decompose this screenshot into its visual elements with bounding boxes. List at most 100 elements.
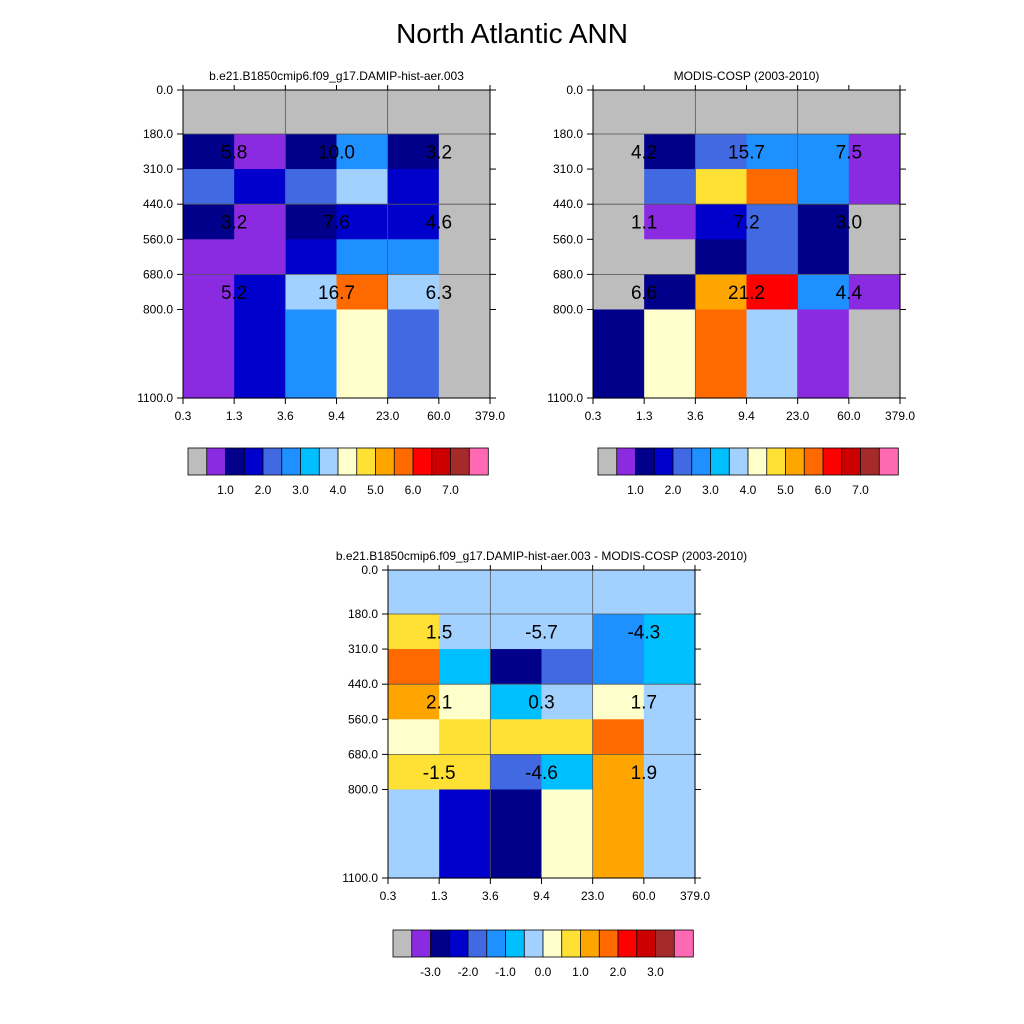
- diff-colorbar-swatch: [580, 929, 600, 958]
- diff-cell-r4-c2: [490, 719, 543, 755]
- model-cell-r6-c0: [183, 309, 235, 399]
- obs-cell-r4-c1: [644, 239, 696, 275]
- model-cell-r3-c2: [285, 204, 338, 240]
- model-cell-value-label: 7.6: [323, 213, 349, 234]
- diff-cell-r4-c4: [592, 719, 645, 755]
- model-x-tick-label: 9.4: [328, 409, 345, 423]
- obs-cell-r6-c0: [593, 309, 645, 399]
- diff-cell-r6-c5: [643, 789, 696, 879]
- model-x-tick-label: 3.6: [277, 409, 294, 423]
- model-colorbar-swatch: [187, 447, 208, 476]
- obs-cell-r3-c5: [848, 204, 901, 240]
- obs-colorbar-label: 2.0: [665, 483, 682, 497]
- obs-cell-r6-c2: [695, 309, 748, 399]
- diff-x-tick-label: 60.0: [632, 889, 656, 903]
- model-cell-r4-c3: [336, 239, 389, 275]
- diff-y-tick-label: 680.0: [348, 747, 378, 761]
- diff-cell-r0-c5: [643, 570, 696, 615]
- model-y-tick-label: 680.0: [143, 267, 173, 281]
- obs-colorbar: 1.0 2.0 3.0 4.0 5.0 6.0 7.0: [597, 447, 899, 497]
- model-subplot-title: b.e21.B1850cmip6.f09_g17.DAMIP-hist-aer.…: [209, 69, 464, 83]
- model-colorbar-swatch: [393, 447, 414, 476]
- obs-cell-r5-c4: [797, 274, 850, 311]
- model-cell-r4-c5: [438, 239, 491, 275]
- diff-colorbar-swatch: [673, 929, 694, 958]
- diff-cell-r0-c2: [490, 570, 543, 615]
- obs-cell-r1-c2: [695, 133, 748, 170]
- obs-cell-r1-c4: [797, 133, 850, 170]
- obs-cell-r3-c4: [797, 204, 850, 240]
- diff-cell-r1-c0: [388, 613, 440, 650]
- obs-colorbar-swatch: [597, 447, 618, 476]
- obs-cell-r4-c0: [593, 239, 645, 275]
- diff-colorbar-swatch: [411, 929, 432, 958]
- model-cell-r5-c5: [438, 274, 491, 311]
- model-y-tick-label: 310.0: [143, 162, 173, 176]
- model-cell-value-label: 5.2: [221, 283, 247, 304]
- model-colorbar-swatch: [206, 447, 227, 476]
- diff-x-tick-label: 23.0: [581, 889, 605, 903]
- obs-cell-r6-c5: [848, 309, 901, 399]
- model-cell-value-label: 16.7: [318, 283, 355, 304]
- diff-colorbar: -3.0 -2.0 -1.0 0.0 1.0 2.0 3.0: [392, 929, 694, 979]
- model-cell-r5-c3: [336, 274, 389, 311]
- model-colorbar-swatch: [318, 447, 339, 476]
- model-colorbar-label: 2.0: [255, 483, 272, 497]
- obs-colorbar-swatch: [728, 447, 749, 476]
- model-colorbar-swatch: [356, 447, 377, 476]
- diff-colorbar-swatch: [598, 929, 619, 958]
- model-cell-value-label: 5.8: [221, 143, 247, 164]
- diff-cell-r4-c3: [541, 719, 594, 755]
- obs-cell-r5-c1: [644, 274, 696, 311]
- diff-cell-r4-c1: [439, 719, 491, 755]
- model-colorbar-swatch: [243, 447, 264, 476]
- model-cell-r2-c4: [387, 169, 440, 205]
- obs-cell-r5-c0: [593, 274, 645, 311]
- model-cell-r4-c0: [183, 239, 235, 275]
- model-cell-r1-c1: [234, 133, 286, 170]
- model-colorbar-swatch: [281, 447, 302, 476]
- obs-y-tick-label: 180.0: [553, 127, 583, 141]
- obs-cell-r5-c3: [746, 274, 799, 311]
- obs-cell-r4-c4: [797, 239, 850, 275]
- model-colorbar-swatch: [300, 447, 320, 476]
- diff-cell-r5-c4: [592, 754, 645, 791]
- diff-cell-r2-c4: [592, 649, 645, 685]
- obs-colorbar-label: 4.0: [740, 483, 757, 497]
- obs-colorbar-label: 6.0: [815, 483, 832, 497]
- model-cell-r4-c4: [387, 239, 440, 275]
- diff-cell-r6-c4: [592, 789, 645, 879]
- obs-x-tick-label: 23.0: [786, 409, 810, 423]
- diff-y-tick-label: 310.0: [348, 642, 378, 656]
- diff-cell-r3-c0: [388, 684, 440, 720]
- page-title: North Atlantic ANN: [396, 18, 628, 49]
- diff-colorbar-label: 3.0: [647, 965, 664, 979]
- obs-y-tick-label: 0.0: [566, 83, 583, 97]
- diff-cell-r6-c2: [490, 789, 543, 879]
- model-cell-r1-c0: [183, 133, 235, 170]
- diff-x-tick-label: 3.6: [482, 889, 499, 903]
- diff-cell-r5-c3: [541, 754, 594, 791]
- obs-cell-r4-c3: [746, 239, 799, 275]
- diff-cell-r5-c1: [439, 754, 491, 791]
- diff-cell-r5-c2: [490, 754, 543, 791]
- diff-cell-r4-c5: [643, 719, 696, 755]
- diff-colorbar-swatch: [448, 929, 469, 958]
- model-cell-r2-c1: [234, 169, 286, 205]
- model-cell-r1-c4: [387, 133, 440, 170]
- model-cell-value-label: 4.6: [426, 213, 452, 234]
- diff-cell-value-label: 0.3: [528, 693, 554, 714]
- diff-cell-r3-c4: [592, 684, 645, 720]
- obs-colorbar-label: 3.0: [702, 483, 719, 497]
- diff-cell-r4-c0: [388, 719, 440, 755]
- diff-cell-r1-c2: [490, 613, 543, 650]
- model-cell-r2-c5: [438, 169, 491, 205]
- diff-colorbar-label: 0.0: [535, 965, 552, 979]
- model-cell-r5-c2: [285, 274, 338, 311]
- obs-colorbar-label: 1.0: [627, 483, 644, 497]
- obs-cell-r1-c3: [746, 133, 799, 170]
- diff-cell-r3-c3: [541, 684, 594, 720]
- model-y-tick-label: 440.0: [143, 197, 173, 211]
- obs-cell-r0-c4: [797, 90, 850, 135]
- model-cell-r2-c2: [285, 169, 338, 205]
